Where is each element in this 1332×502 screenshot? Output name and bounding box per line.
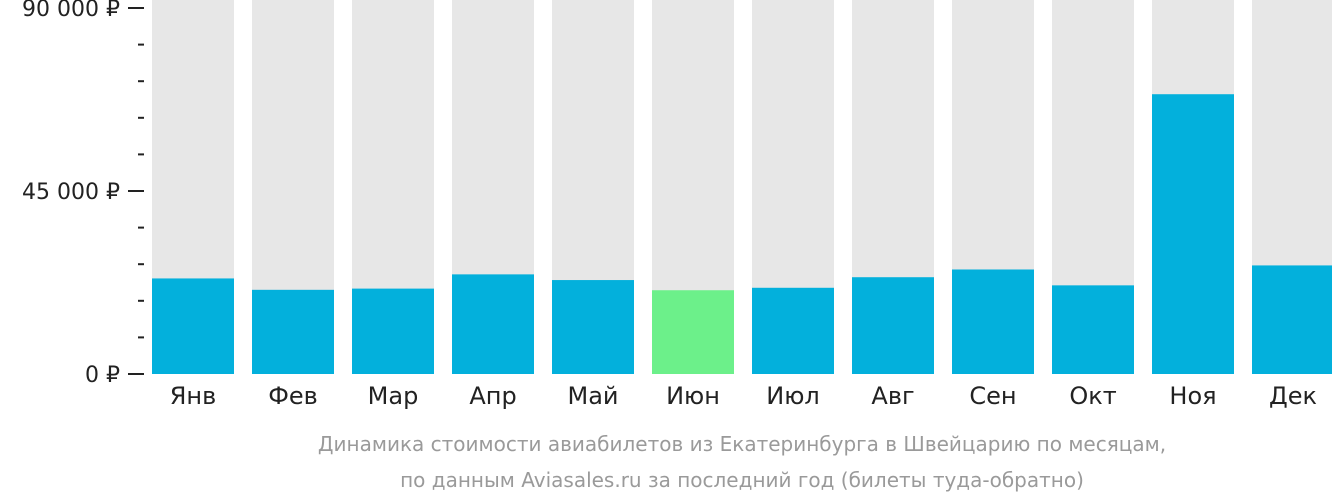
y-axis: 0 ₽ 45 000 ₽ 90 000 ₽ bbox=[22, 0, 144, 388]
x-tick-label: Окт bbox=[1069, 382, 1116, 410]
chart-caption-line-2: по данным Aviasales.ru за последний год … bbox=[400, 468, 1084, 492]
bar-Ноя bbox=[1152, 94, 1234, 375]
bar-Июн bbox=[652, 290, 734, 374]
x-tick-label: Сен bbox=[969, 382, 1016, 410]
y-tick-label: 0 ₽ bbox=[85, 363, 120, 388]
y-tick-label: 45 000 ₽ bbox=[22, 180, 120, 205]
bar-Апр bbox=[452, 274, 534, 374]
x-tick-label: Фев bbox=[268, 382, 318, 410]
bar-Фев bbox=[252, 289, 334, 374]
bar-Окт bbox=[1052, 285, 1134, 374]
x-tick-label: Май bbox=[567, 382, 618, 410]
bars-group bbox=[152, 0, 1332, 375]
x-tick-label: Мар bbox=[368, 382, 419, 410]
x-tick-label: Ноя bbox=[1169, 382, 1216, 410]
chart-caption-line-1: Динамика стоимости авиабилетов из Екатер… bbox=[318, 432, 1166, 456]
bar-Сен bbox=[952, 269, 1034, 374]
x-tick-label: Янв bbox=[170, 382, 217, 410]
x-tick-label: Июл bbox=[766, 382, 820, 410]
bar-Май bbox=[552, 280, 634, 374]
bar-Авг bbox=[852, 277, 934, 374]
x-tick-label: Апр bbox=[469, 382, 516, 410]
bar-Мар bbox=[352, 288, 434, 374]
bar-Янв bbox=[152, 278, 234, 374]
x-tick-label: Дек bbox=[1269, 382, 1317, 410]
x-axis-labels: Янв Фев Мар Апр Май Июн Июл Авг Сен Окт Ноя Дек bbox=[170, 382, 1317, 410]
bar-Июл bbox=[752, 287, 834, 374]
bar-Дек bbox=[1252, 265, 1332, 374]
y-tick-label: 90 000 ₽ bbox=[22, 0, 120, 22]
x-tick-label: Июн bbox=[666, 382, 720, 410]
x-tick-label: Авг bbox=[871, 382, 914, 410]
